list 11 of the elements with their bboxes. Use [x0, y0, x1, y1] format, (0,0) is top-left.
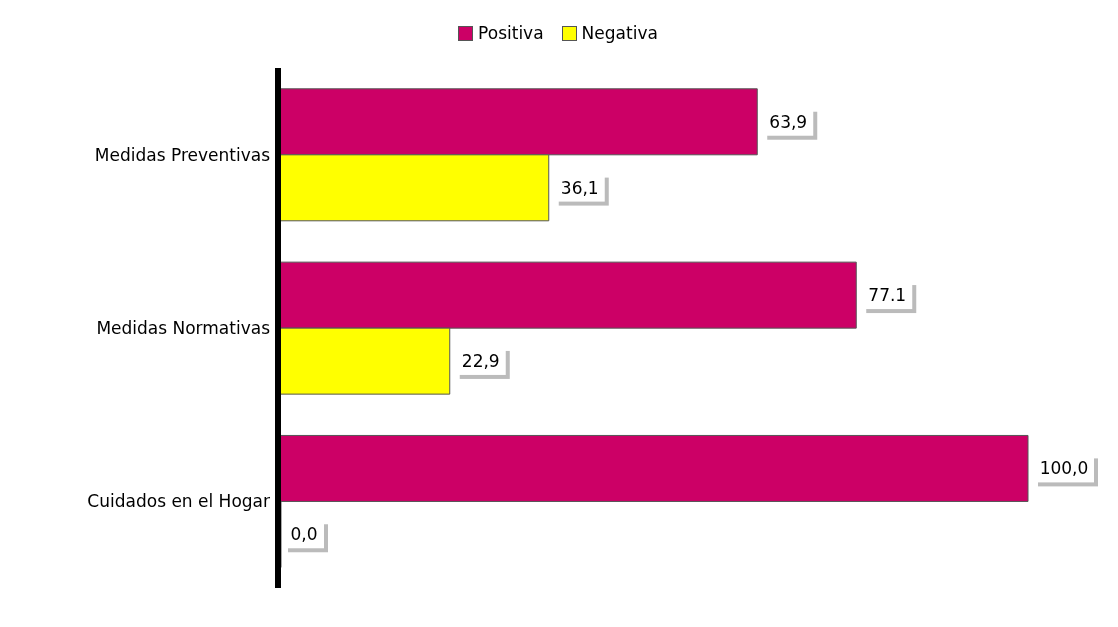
- data-label: 36,1: [560, 177, 599, 198]
- legend-label: Positiva: [478, 23, 544, 43]
- data-label: 0,0: [290, 524, 318, 545]
- y-tick-label: Medidas Normativas: [96, 318, 271, 339]
- legend-label: Negativa: [581, 23, 658, 43]
- data-label: 100,0: [1039, 458, 1089, 479]
- y-tick-label: Cuidados en el Hogar: [87, 491, 270, 512]
- data-label: 77.1: [868, 285, 907, 306]
- data-label: 22,9: [461, 350, 500, 371]
- data-label: 63,9: [769, 111, 808, 132]
- y-tick-label: Medidas Preventivas: [94, 144, 271, 165]
